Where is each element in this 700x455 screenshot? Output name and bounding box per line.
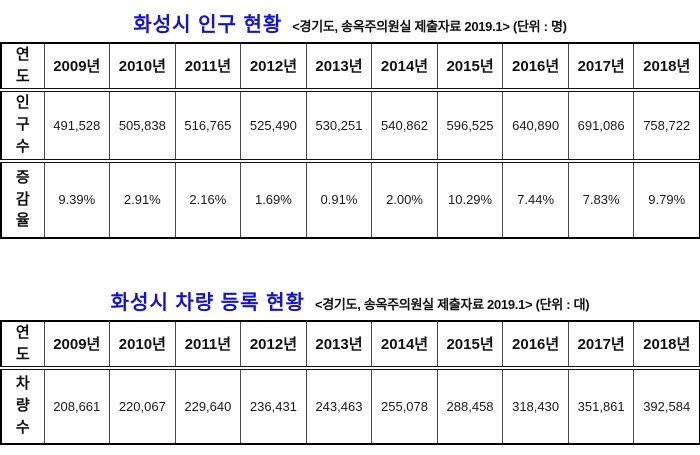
growth-rate-value: 10.29% — [436, 160, 503, 238]
population-value: 516,765 — [174, 89, 241, 163]
vehicle-count-value: 236,431 — [240, 367, 307, 444]
year-header: 2017년 — [567, 320, 634, 370]
vehicle-count-row: 차 량 수 208,661 220,067 229,640 236,431 24… — [1, 367, 700, 444]
year-header: 2009년 — [43, 43, 110, 92]
growth-rate-value: 2.91% — [109, 160, 176, 238]
growth-rate-value: 2.00% — [371, 160, 438, 238]
year-header: 2016년 — [502, 43, 569, 92]
year-header: 2011년 — [174, 320, 241, 370]
population-value: 525,490 — [240, 89, 307, 163]
population-source-note: <경기도, 송옥주의원실 제출자료 2019.1> (단위 : 명) — [292, 19, 567, 34]
growth-rate-value: 7.44% — [502, 160, 569, 238]
year-header: 2017년 — [567, 43, 634, 92]
vehicle-count-value: 351,861 — [567, 367, 634, 444]
vehicle-count-value: 243,463 — [305, 367, 372, 444]
growth-rate-value: 7.83% — [567, 160, 634, 238]
growth-rate-value: 2.16% — [174, 160, 241, 238]
vehicle-count-value: 318,430 — [502, 367, 569, 444]
vehicle-title-line: 화성시 차량 등록 현황 <경기도, 송옥주의원실 제출자료 2019.1> (… — [0, 286, 700, 315]
vehicle-count-value: 392,584 — [633, 367, 700, 444]
year-header: 2018년 — [633, 320, 700, 370]
growth-rate-row: 증 감 율 9.39% 2.91% 2.16% 1.69% 0.91% 2.00… — [1, 160, 700, 238]
year-header: 2013년 — [305, 320, 372, 370]
population-row-label: 인 구 수 — [1, 89, 44, 163]
vehicle-count-value: 229,640 — [174, 367, 241, 444]
population-table: 연 도 2009년 2010년 2011년 2012년 2013년 2014년 … — [0, 42, 700, 239]
population-value: 540,862 — [371, 89, 438, 163]
growth-rate-value: 9.39% — [43, 160, 110, 238]
population-title-line: 화성시 인구 현황 <경기도, 송옥주의원실 제출자료 2019.1> (단위 … — [0, 0, 700, 37]
population-value: 505,838 — [109, 89, 176, 163]
population-value: 491,528 — [43, 89, 110, 163]
vehicle-count-value: 255,078 — [371, 367, 438, 444]
year-header: 2014년 — [371, 43, 438, 92]
year-header: 2009년 — [43, 320, 110, 370]
year-header: 2012년 — [240, 43, 307, 92]
table-header-row: 연 도 2009년 2010년 2011년 2012년 2013년 2014년 … — [1, 43, 700, 92]
year-header: 2010년 — [109, 43, 176, 92]
year-header: 2018년 — [633, 43, 700, 92]
year-header: 2015년 — [436, 320, 503, 370]
vehicle-count-value: 208,661 — [43, 367, 110, 444]
population-value: 758,722 — [633, 89, 700, 163]
vehicle-source-note: <경기도, 송옥주의원실 제출자료 2019.1> (단위 : 대) — [314, 296, 590, 312]
population-value: 530,251 — [305, 89, 372, 163]
vehicle-count-row-label: 차 량 수 — [15, 375, 30, 436]
population-value: 596,525 — [436, 89, 503, 163]
growth-rate-value: 9.79% — [633, 160, 700, 238]
year-header: 2012년 — [240, 320, 307, 370]
vehicle-title: 화성시 차량 등록 현황 — [110, 291, 305, 314]
growth-rate-value: 0.91% — [305, 160, 372, 238]
year-header: 2016년 — [502, 320, 569, 370]
population-row: 인 구 수 491,528 505,838 516,765 525,490 53… — [1, 89, 700, 163]
year-header: 2010년 — [109, 320, 176, 370]
year-header: 2015년 — [436, 43, 503, 92]
table-header-row: 연 도 2009년 2010년 2011년 2012년 2013년 2014년 … — [1, 320, 700, 370]
year-header: 2013년 — [305, 43, 372, 92]
year-header: 2011년 — [174, 43, 241, 92]
population-value: 691,086 — [567, 89, 634, 163]
population-title: 화성시 인구 현황 — [133, 14, 283, 36]
year-row-label: 연 도 — [1, 320, 44, 370]
year-row-label: 연 도 — [1, 43, 44, 92]
vehicle-table: 연 도 2009년 2010년 2011년 2012년 2013년 2014년 … — [0, 319, 700, 445]
vehicle-count-value: 220,067 — [109, 367, 176, 444]
vehicle-count-value: 288,458 — [436, 367, 503, 444]
growth-rate-row-label: 증 감 율 — [15, 168, 30, 230]
growth-rate-value: 1.69% — [240, 160, 307, 238]
population-value: 640,890 — [502, 89, 569, 163]
year-header: 2014년 — [371, 320, 438, 370]
